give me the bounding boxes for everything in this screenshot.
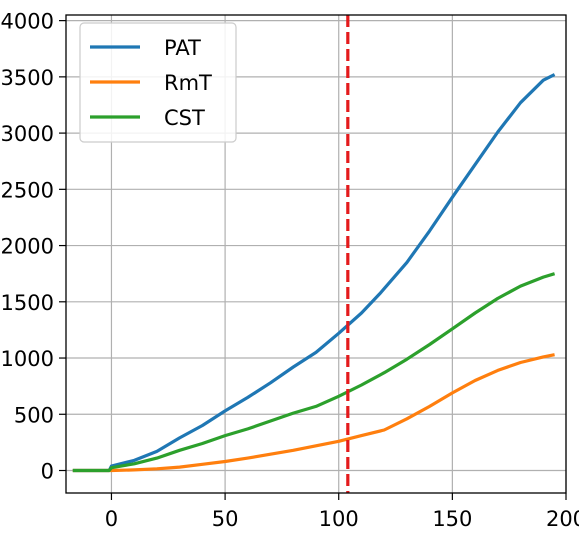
legend-label-rmt: RmT xyxy=(164,71,212,95)
x-tick-label: 100 xyxy=(319,507,359,531)
series-line-rmt xyxy=(72,353,555,473)
plot-frame xyxy=(65,14,567,494)
y-tick-label: 0 xyxy=(41,460,54,484)
x-tick-label: 150 xyxy=(432,507,472,531)
series-line-pat xyxy=(72,73,556,473)
ticks: 0501001502000500100015002000250030003500… xyxy=(1,10,579,531)
series-layer xyxy=(72,73,556,473)
y-tick-label: 2500 xyxy=(1,178,54,202)
legend-box xyxy=(79,22,237,143)
y-tick-label: 2000 xyxy=(1,235,54,259)
y-tick-label: 1000 xyxy=(1,347,54,371)
legend-label-cst: CST xyxy=(164,106,205,130)
x-tick-label: 200 xyxy=(546,507,579,531)
y-tick-label: 3000 xyxy=(1,122,54,146)
grid xyxy=(66,15,567,493)
legend-label-pat: PAT xyxy=(164,36,201,60)
y-tick-label: 3500 xyxy=(1,66,54,90)
y-tick-label: 4000 xyxy=(1,10,54,34)
series-line-cst xyxy=(72,272,556,473)
x-tick-label: 0 xyxy=(105,507,118,531)
y-tick-label: 1500 xyxy=(1,291,54,315)
x-tick-label: 50 xyxy=(212,507,239,531)
y-tick-label: 500 xyxy=(14,403,54,427)
legend: PAT RmT CST xyxy=(79,22,237,143)
